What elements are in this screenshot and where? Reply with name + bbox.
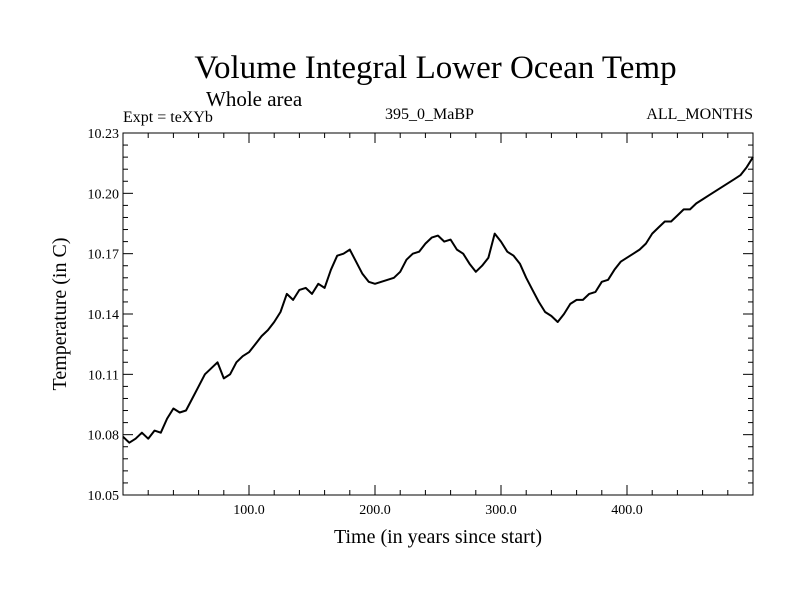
series-line	[122, 156, 754, 444]
plot-frame	[122, 132, 754, 496]
y-tick-label: 10.08	[88, 429, 120, 444]
y-tick-label: 10.17	[88, 248, 120, 263]
x-tick-label: 100.0	[233, 503, 265, 518]
y-tick-label: 10.14	[88, 308, 120, 323]
chart-subtitle: Whole area	[206, 87, 303, 111]
x-tick-label: 300.0	[485, 503, 517, 518]
experiment-label: Expt = teXYb	[123, 109, 213, 126]
period-label: 395_0_MaBP	[385, 106, 474, 123]
x-axis-label: Time (in years since start)	[333, 526, 543, 548]
x-tick-label: 200.0	[359, 503, 391, 518]
y-tick-label: 10.05	[88, 489, 120, 504]
x-tick-label: 400.0	[611, 503, 643, 518]
chart-title: Volume Integral Lower Ocean Temp	[194, 50, 677, 86]
y-axis-label: Temperature (in C)	[49, 237, 71, 391]
y-tick-label: 10.23	[88, 127, 120, 142]
months-label: ALL_MONTHS	[646, 106, 753, 123]
y-tick-label: 10.20	[88, 187, 120, 202]
y-tick-label: 10.11	[88, 368, 119, 383]
